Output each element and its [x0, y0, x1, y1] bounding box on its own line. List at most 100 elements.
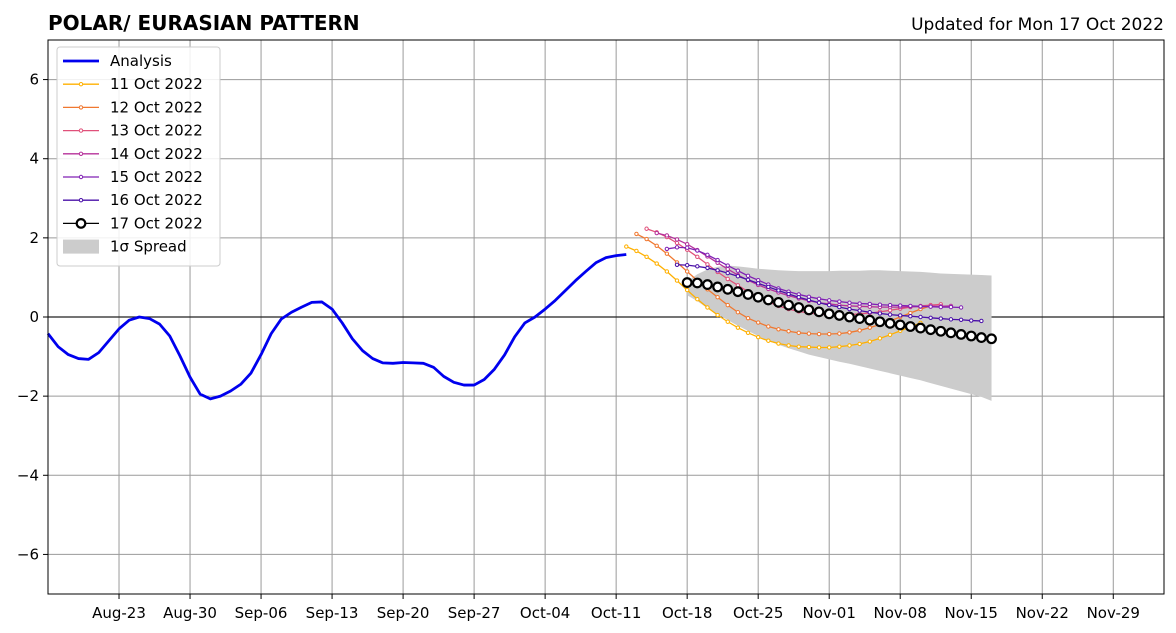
data-point	[735, 274, 741, 279]
x-tick-label: Sep-27	[448, 604, 501, 622]
data-point	[684, 245, 690, 250]
data-point	[732, 286, 744, 298]
data-point	[735, 310, 741, 315]
x-tick-label: Oct-18	[662, 604, 712, 622]
data-point	[986, 333, 997, 345]
data-point	[857, 301, 862, 306]
data-point	[816, 300, 822, 305]
legend-marker	[78, 198, 84, 203]
data-point	[681, 277, 693, 288]
data-point	[806, 344, 812, 350]
legend-item: 16 Oct 2022	[63, 191, 203, 209]
data-point	[945, 327, 957, 339]
data-point	[958, 305, 964, 310]
data-point	[705, 252, 710, 258]
data-point	[867, 301, 872, 307]
data-point	[816, 296, 822, 301]
data-point	[674, 237, 680, 242]
data-point	[827, 298, 832, 303]
data-point	[908, 303, 913, 309]
data-point	[918, 304, 923, 309]
legend-marker	[78, 82, 84, 87]
x-tick-label: Sep-06	[235, 604, 288, 622]
legend-item: Analysis	[63, 52, 172, 70]
series-16-oct-2022	[674, 262, 984, 324]
data-point	[644, 236, 649, 242]
legend-box	[56, 46, 221, 267]
x-tick-label: Nov-22	[1016, 604, 1069, 622]
data-point	[948, 304, 954, 310]
x-tick-label: Sep-13	[306, 604, 359, 622]
y-tick-label: 4	[29, 150, 39, 168]
data-point	[955, 329, 967, 340]
data-point	[877, 302, 883, 307]
data-point	[755, 281, 761, 286]
data-point	[867, 310, 872, 315]
data-point	[715, 268, 720, 273]
legend-item: 13 Oct 2022	[63, 122, 203, 140]
data-point	[938, 316, 943, 321]
data-point	[969, 318, 974, 323]
data-point	[776, 341, 781, 346]
data-point	[844, 311, 855, 323]
x-tick-label: Aug-30	[163, 604, 217, 622]
data-point	[816, 331, 822, 337]
legend: Analysis 11 Oct 2022 12 Oct 2022 13 Oct 202…	[56, 46, 221, 267]
x-tick-label: Nov-01	[803, 604, 856, 622]
series-17-oct-2022	[681, 277, 997, 345]
data-point	[773, 296, 784, 308]
data-point	[887, 302, 893, 308]
legend-item: 12 Oct 2022	[63, 98, 203, 116]
data-point	[857, 328, 862, 333]
data-point	[867, 325, 872, 330]
x-tick-label: Aug-23	[92, 604, 146, 622]
data-point	[695, 264, 700, 269]
y-tick-label: −6	[17, 545, 39, 563]
y-tick-label: −4	[17, 466, 39, 484]
data-point	[847, 343, 852, 348]
legend-marker	[78, 105, 84, 110]
data-point	[715, 257, 720, 263]
data-point	[786, 291, 791, 297]
data-point	[786, 329, 791, 334]
data-point	[796, 330, 801, 336]
legend-item: 17 Oct 2022	[63, 214, 203, 232]
data-point	[766, 324, 771, 329]
data-point	[745, 315, 751, 321]
data-point	[975, 332, 987, 343]
axes: −6 −4 −2 0 2 4 6 Aug-23 Aug-30 Sep-06 Sep-13 Sep-20…	[17, 39, 1165, 622]
legend-marker	[78, 174, 84, 180]
legend-marker	[78, 128, 84, 133]
data-point	[786, 343, 791, 348]
data-point	[877, 311, 883, 316]
data-point	[783, 299, 795, 311]
data-point	[857, 341, 862, 347]
data-point	[695, 296, 700, 302]
data-point	[725, 266, 730, 272]
x-tick-label: Sep-20	[377, 604, 430, 622]
data-point	[745, 273, 751, 279]
data-point	[695, 254, 700, 260]
data-point	[776, 288, 781, 293]
data-point	[725, 319, 730, 324]
data-point	[674, 278, 680, 283]
data-point	[766, 338, 771, 343]
data-point	[725, 270, 730, 276]
data-point	[755, 334, 761, 340]
data-point	[644, 254, 649, 260]
legend-label: 13 Oct 2022	[110, 122, 203, 140]
data-point	[705, 262, 710, 267]
chart-title: POLAR/ EURASIAN PATTERN	[48, 11, 360, 35]
data-point	[806, 297, 812, 303]
x-tick-label: Oct-25	[733, 604, 783, 622]
data-point	[823, 308, 835, 320]
data-point	[691, 277, 703, 289]
data-point	[624, 244, 629, 249]
data-point	[918, 314, 923, 320]
data-point	[634, 231, 639, 237]
legend-label: 15 Oct 2022	[110, 168, 203, 186]
data-point	[938, 304, 943, 310]
data-point	[854, 313, 866, 324]
data-point	[887, 312, 893, 317]
data-point	[925, 324, 937, 336]
